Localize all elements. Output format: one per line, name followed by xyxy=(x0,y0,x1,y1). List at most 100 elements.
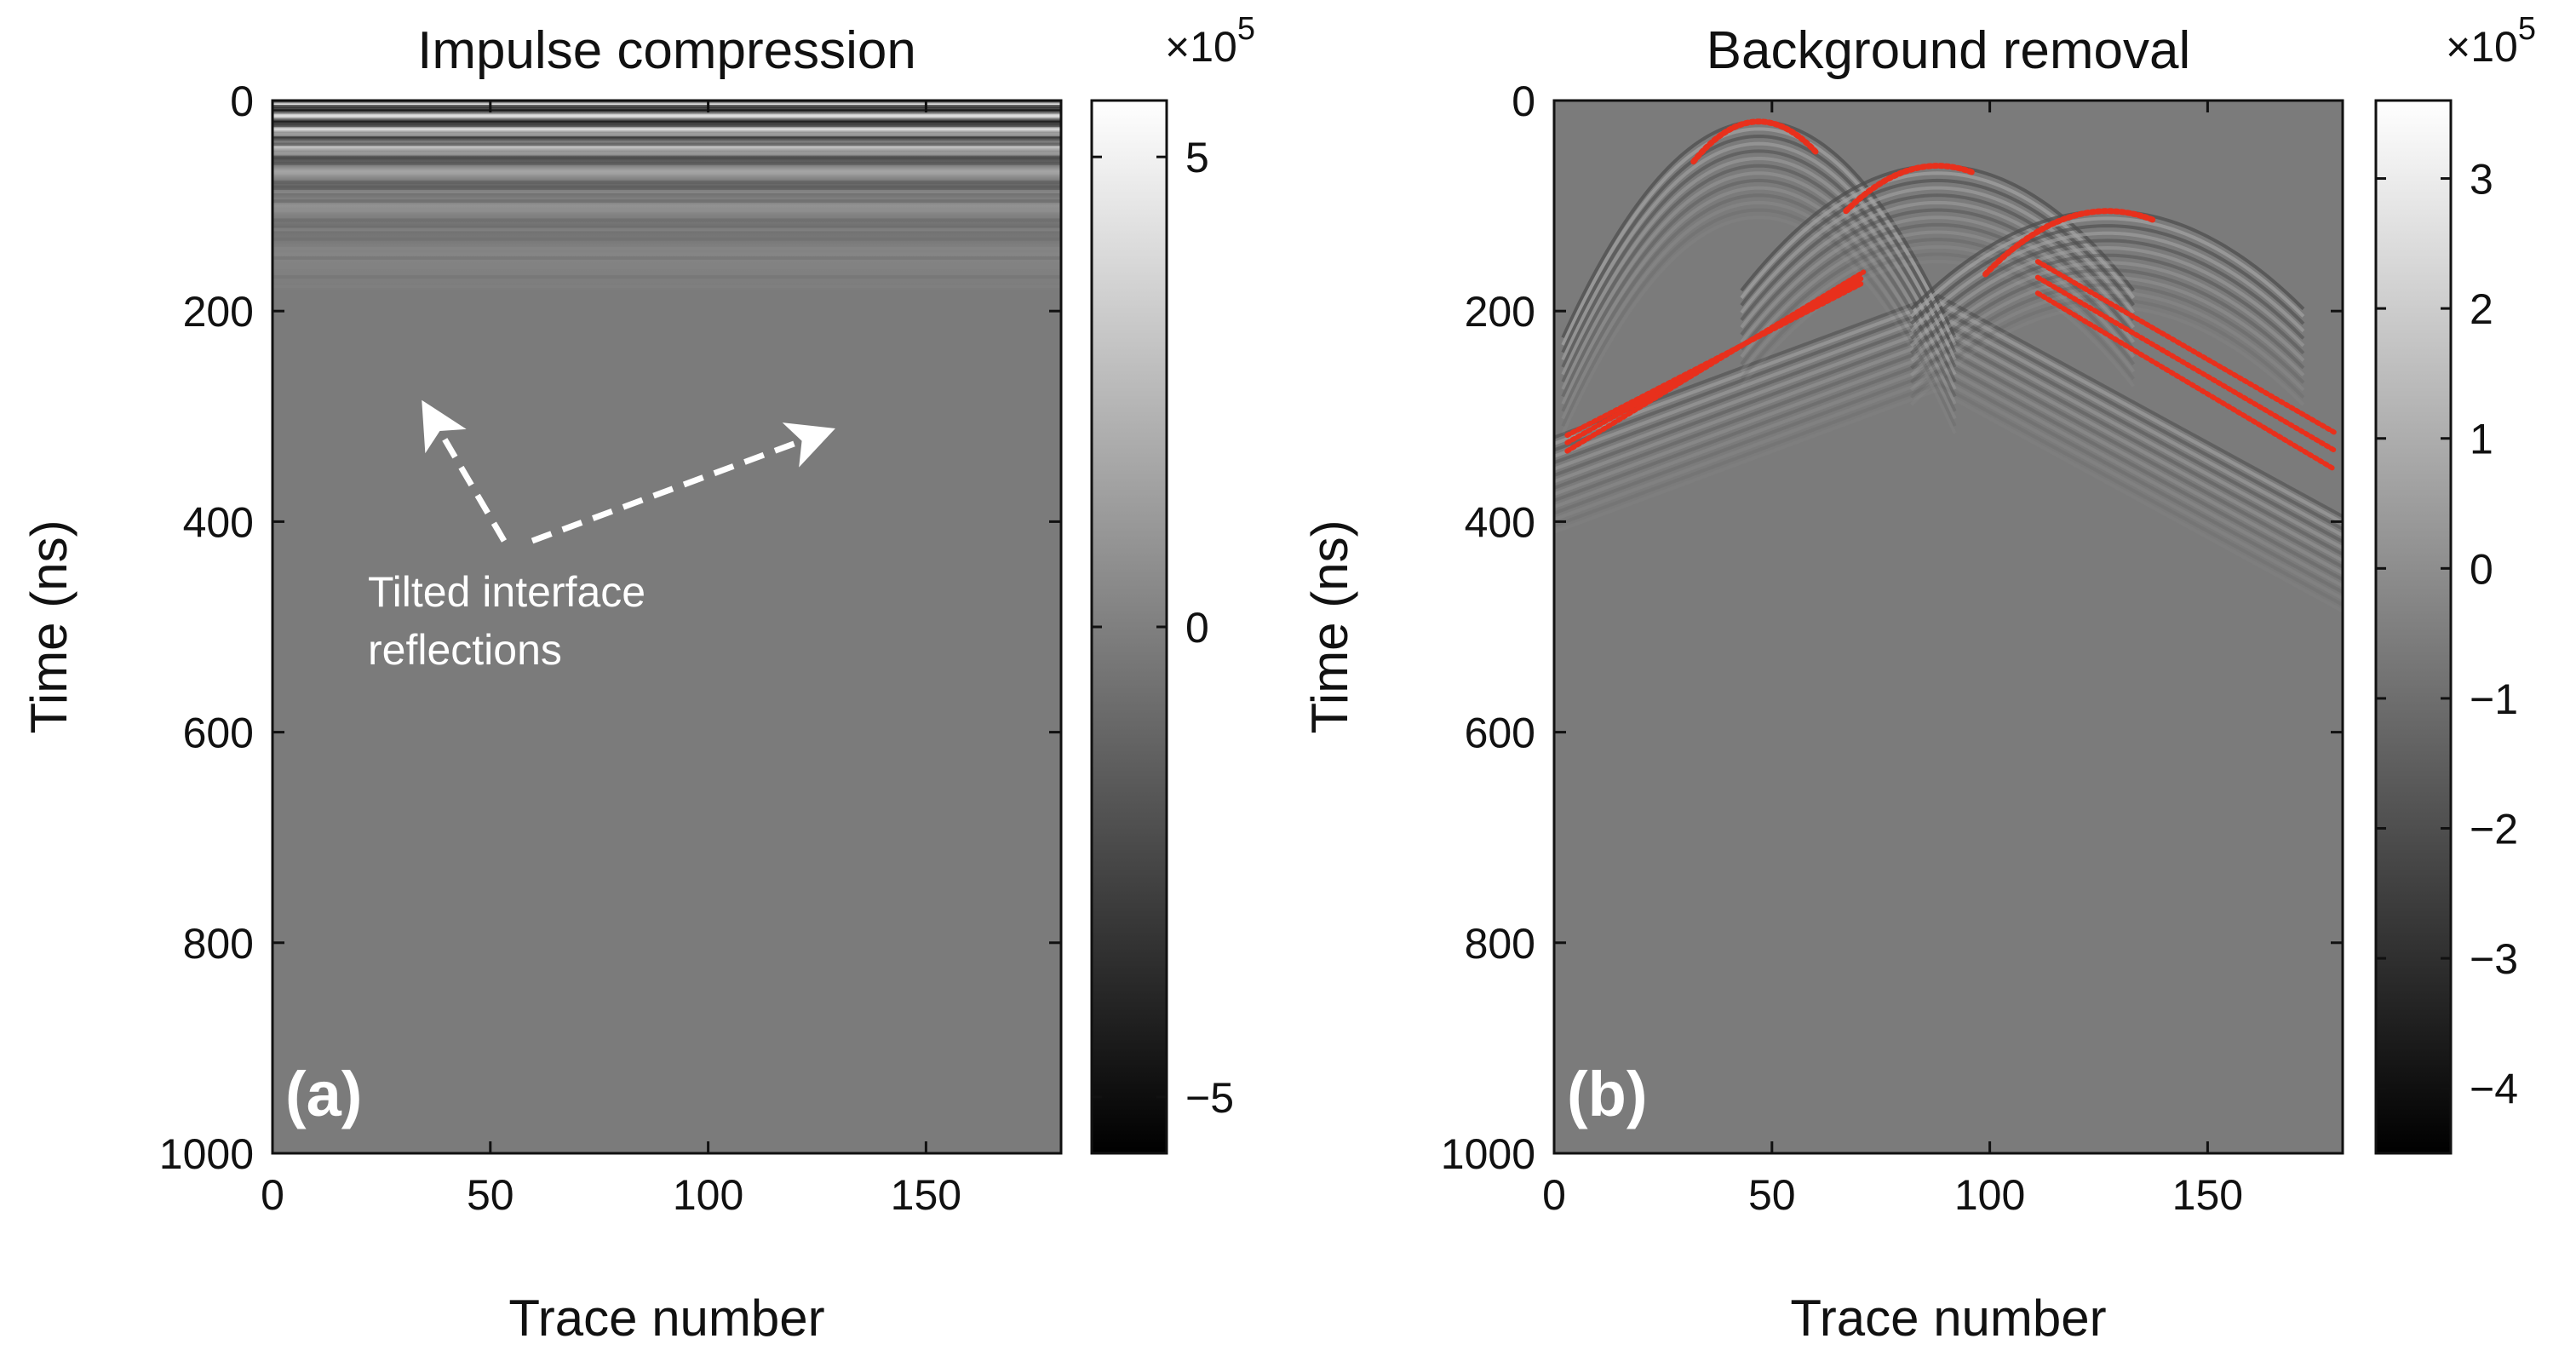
panel-b-colorbar-tick-label: −3 xyxy=(2470,935,2518,983)
picked-line-5 xyxy=(2034,274,2337,453)
hyperbola-1-wavelet xyxy=(1561,127,1957,346)
panel-b-ytick-label: 600 xyxy=(1465,710,1535,757)
panel-a-band-stripe xyxy=(273,114,1061,118)
hyperbola-2-wavelet xyxy=(1740,230,2135,359)
panel-a-band-stripe xyxy=(273,199,1061,204)
reflector-wavelet-line xyxy=(1554,356,2343,582)
panel-a-ytick-label: 0 xyxy=(230,78,254,125)
panel-a-direct-wave-bands xyxy=(273,101,1061,292)
panel-b-ytick-label: 400 xyxy=(1465,498,1535,546)
reflector-wavelet-line xyxy=(1554,369,2343,594)
panel-b-colorbar-tick-label: 2 xyxy=(2470,285,2493,333)
hyperbola-1-wavelet xyxy=(1561,215,1957,434)
hyperbola-1-wavelet xyxy=(1561,186,1957,405)
panel-a-band-stripe xyxy=(273,142,1061,147)
panel-b-letter: (b) xyxy=(1567,1059,1648,1129)
panel-b-xtick-label: 0 xyxy=(1542,1171,1566,1219)
hyperbola-1-wavelet xyxy=(1561,171,1957,390)
panel-b-colorbar xyxy=(2374,99,2453,1155)
panel-a-xtick-label: 100 xyxy=(673,1171,743,1219)
panel-a-colorbar-ticks: 5 0 −5 xyxy=(1092,134,1234,1122)
panel-a-band-stripe xyxy=(273,227,1061,232)
panel-b-colorbar-ticks: 3 2 1 0 −1 −2 −3 −4 xyxy=(2376,156,2518,1113)
panel-a-colorbar-base: ×10 xyxy=(1165,23,1237,71)
panel-b-colorbar-exponent: 5 xyxy=(2518,11,2536,47)
hyperbola-3-wavelet xyxy=(1910,231,2305,333)
panel-a-xtick-label: 150 xyxy=(891,1171,961,1219)
hyperbola-1-wavelet xyxy=(1561,149,1957,368)
reflector-wavelet-line xyxy=(1554,375,2343,600)
panel-a-ticks: 0 50 100 150 0 200 400 600 800 1000 xyxy=(159,78,1061,1219)
reflector-wavelet-line xyxy=(1554,388,2343,613)
reflector-wavelet-line xyxy=(1554,343,2343,569)
hyperbola-3-wavelet xyxy=(1910,246,2305,348)
panel-a-band-stripe xyxy=(273,275,1061,279)
reflector-wavelet-line xyxy=(1554,293,2343,518)
hyperbola-3-wavelet xyxy=(1910,238,2305,340)
hyperbola-2-wavelet xyxy=(1740,244,2135,373)
panel-a-band-stripe xyxy=(273,124,1061,128)
hyperbola-1-wavelet xyxy=(1561,141,1957,361)
panel-a-band-stripe xyxy=(273,152,1061,156)
panel-b-ylabel: Time (ns) xyxy=(1301,520,1358,733)
hyperbola-3-wavelet xyxy=(1910,216,2305,318)
hyperbola-1-wavelet xyxy=(1561,135,1957,353)
hyperbola-3-wavelet xyxy=(1910,275,2305,377)
panel-a-band-stripe xyxy=(273,133,1061,137)
panel-a-xtick-label: 50 xyxy=(467,1171,514,1219)
panel-a-band-stripe xyxy=(273,218,1061,222)
hyperbola-3-wavelet xyxy=(1910,267,2305,370)
panel-b-ytick-label: 200 xyxy=(1465,288,1535,336)
panel-impulse-compression: Impulse compression 0 50 100 15002004006008… xyxy=(20,11,1255,1347)
panel-b-colorbar-multiplier: ×105 xyxy=(2446,11,2536,71)
picked-line-4 xyxy=(2034,259,2337,435)
panel-b-xtick-label: 50 xyxy=(1748,1171,1796,1219)
panel-b-frame xyxy=(1552,99,2344,1155)
picked-line-6 xyxy=(2034,290,2337,472)
panel-b-colorbar-tick-label: −1 xyxy=(2470,675,2518,723)
panel-a-band-stripe xyxy=(273,246,1061,250)
panel-a-ytick-label: 400 xyxy=(183,498,254,546)
reflector-wavelet-line xyxy=(1554,363,2343,588)
panel-b-xtick-label: 100 xyxy=(1954,1171,2025,1219)
annotation-line-1: Tilted interface xyxy=(368,568,645,616)
panel-a-band-stripe xyxy=(273,161,1061,165)
panel-a-ytick-label: 800 xyxy=(183,920,254,968)
annotation-arrow-left xyxy=(422,399,508,543)
hyperbola-1-wavelet xyxy=(1561,208,1957,428)
panel-a-band-stripe xyxy=(273,266,1061,270)
hyperbola-3-wavelet xyxy=(1910,290,2305,392)
panel-a-band-stripe xyxy=(273,104,1061,108)
hyperbola-2-wavelet xyxy=(1740,215,2135,343)
panel-b-ytick-label: 800 xyxy=(1465,920,1535,968)
hyperbola-1-wavelet xyxy=(1561,178,1957,398)
panel-b-xtick-label: 150 xyxy=(2172,1171,2243,1219)
hyperbola-3-wavelet xyxy=(1910,305,2305,406)
panel-b-colorbar-tick-label: −2 xyxy=(2470,806,2518,853)
hyperbola-2-wavelet xyxy=(1740,260,2135,388)
panel-b-colorbar-tick-label: 1 xyxy=(2470,416,2493,463)
panel-b-xlabel: Trace number xyxy=(1790,1290,2106,1347)
panel-a-band-stripe xyxy=(273,180,1061,184)
panel-a-ylabel: Time (ns) xyxy=(20,520,77,733)
panel-background-removal: Background removal 0 50 100 150020040060080… xyxy=(1301,11,2536,1347)
hyperbola-1-wavelet xyxy=(1561,156,1957,376)
hyperbola-1-wavelet xyxy=(1561,193,1957,412)
panel-a-colorbar-tick-label: 5 xyxy=(1185,134,1209,181)
panel-b-colorbar-base: ×10 xyxy=(2446,23,2518,71)
picked-line-3 xyxy=(1564,279,1867,439)
panel-a-title: Impulse compression xyxy=(417,21,916,80)
panel-b-picked-events xyxy=(1564,118,2337,472)
panel-a-band-stripe xyxy=(273,209,1061,213)
annotation-line-2: reflections xyxy=(368,626,562,674)
picked-hyperbola-2 xyxy=(1843,163,1976,215)
panel-a-ytick-label: 200 xyxy=(183,288,254,336)
hyperbola-3-wavelet xyxy=(1910,283,2305,384)
panel-a-band-stripe xyxy=(273,284,1061,289)
panel-b-ticks: 0 50 100 150 0 200 400 600 800 1000 xyxy=(1441,78,2343,1219)
panel-a-xlabel: Trace number xyxy=(508,1290,824,1347)
panel-a-colorbar-tick-label: 0 xyxy=(1185,604,1209,652)
hyperbola-2-wavelet xyxy=(1740,208,2135,336)
panel-b-ytick-label: 1000 xyxy=(1441,1130,1535,1178)
